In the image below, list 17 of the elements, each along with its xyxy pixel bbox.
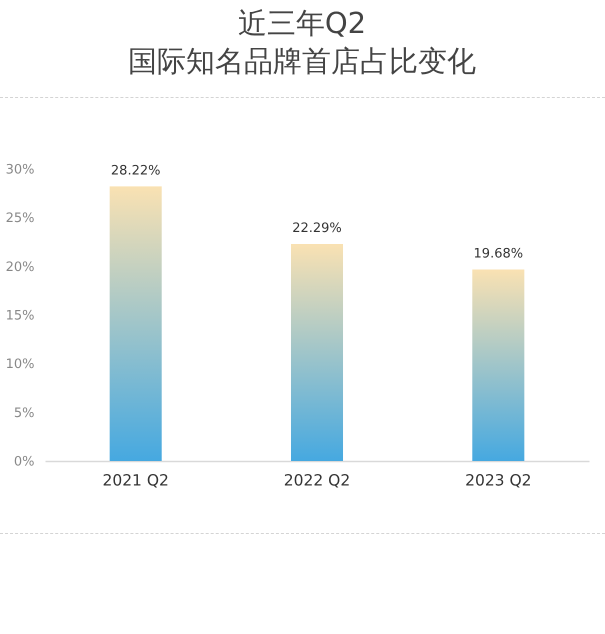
y-tick-label: 0% [14,454,34,470]
data-label: 19.68% [474,246,524,262]
x-tick-label: 2023 Q2 [465,472,532,490]
x-tick-label: 2022 Q2 [284,472,350,490]
bar [290,244,344,461]
y-tick-label: 15% [6,308,34,324]
y-tick-label: 25% [6,211,34,226]
y-tick-label: 5% [14,406,34,421]
data-label: 28.22% [110,163,160,178]
data-label: 22.29% [292,221,342,236]
x-tick-label: 2021 Q2 [102,472,169,490]
y-tick-label: 30% [6,162,34,178]
y-tick-label: 20% [6,260,34,275]
bar [472,269,524,461]
y-tick-label: 10% [6,357,34,372]
chart-title: 近三年Q2 国际知名品牌首店占比变化 [128,6,476,78]
bar [110,186,162,461]
